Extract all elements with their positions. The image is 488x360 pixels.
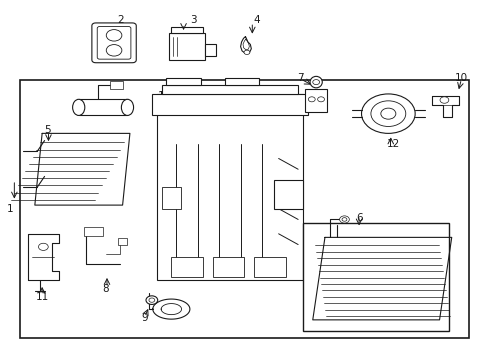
Circle shape xyxy=(106,30,122,41)
Bar xyxy=(273,180,303,209)
Bar xyxy=(212,257,244,277)
Text: 13: 13 xyxy=(157,91,170,101)
Bar xyxy=(118,238,127,244)
Bar xyxy=(152,94,307,116)
Circle shape xyxy=(439,97,448,103)
Text: 5: 5 xyxy=(43,125,50,135)
Ellipse shape xyxy=(121,99,133,116)
Bar xyxy=(83,226,103,235)
Bar xyxy=(79,99,127,116)
Bar xyxy=(171,27,203,33)
Bar xyxy=(161,187,181,209)
Bar xyxy=(110,81,122,89)
Circle shape xyxy=(370,101,405,126)
Circle shape xyxy=(341,218,346,221)
Circle shape xyxy=(106,45,122,56)
Circle shape xyxy=(361,94,414,134)
Circle shape xyxy=(380,108,395,119)
Bar xyxy=(305,89,327,112)
Ellipse shape xyxy=(309,76,322,88)
Circle shape xyxy=(317,97,324,102)
Ellipse shape xyxy=(73,99,84,116)
Bar xyxy=(171,257,203,277)
Text: 6: 6 xyxy=(355,213,362,222)
Bar xyxy=(303,223,448,330)
Circle shape xyxy=(146,296,158,305)
FancyBboxPatch shape xyxy=(97,27,131,59)
Circle shape xyxy=(308,97,315,102)
Text: 11: 11 xyxy=(36,292,49,302)
Text: 7: 7 xyxy=(297,73,303,83)
Bar xyxy=(20,80,468,338)
Text: 1: 1 xyxy=(7,204,14,214)
Text: 8: 8 xyxy=(102,284,109,294)
Text: 10: 10 xyxy=(454,73,467,83)
Circle shape xyxy=(339,216,348,223)
Bar xyxy=(161,85,298,94)
Circle shape xyxy=(149,298,155,302)
Text: 12: 12 xyxy=(386,139,399,149)
Bar xyxy=(157,94,303,280)
Circle shape xyxy=(244,50,249,54)
Bar xyxy=(254,257,285,277)
Bar xyxy=(168,33,205,60)
Circle shape xyxy=(312,80,319,85)
Text: 4: 4 xyxy=(253,15,260,26)
Text: 9: 9 xyxy=(141,313,147,323)
Bar xyxy=(224,78,259,85)
Bar xyxy=(205,44,216,56)
Bar xyxy=(166,78,200,85)
Circle shape xyxy=(39,243,48,251)
FancyBboxPatch shape xyxy=(92,23,136,63)
Text: 3: 3 xyxy=(190,15,196,26)
Text: 2: 2 xyxy=(117,15,123,26)
